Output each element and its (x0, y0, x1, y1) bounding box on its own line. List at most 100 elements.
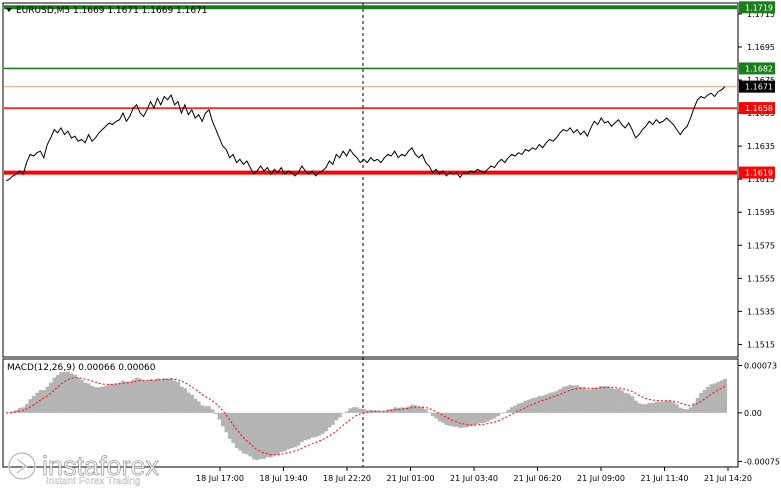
macd-histogram-bar (448, 413, 452, 426)
macd-histogram-bar (300, 413, 304, 442)
macd-histogram-bar (94, 387, 98, 413)
macd-histogram-bar (624, 393, 628, 413)
macd-histogram-bar (596, 387, 600, 412)
macd-histogram-bar (59, 372, 63, 413)
macd-histogram-bar (207, 406, 211, 413)
macd-histogram-bar (538, 396, 542, 413)
macd-histogram-bar (118, 383, 122, 413)
macd-histogram-bar (352, 407, 356, 413)
macd-histogram-bar (510, 407, 514, 413)
macd-histogram-bar (458, 413, 462, 428)
macd-histogram-bar (149, 379, 153, 413)
macd-histogram-bar (52, 378, 56, 413)
macd-histogram-bar (138, 379, 142, 413)
macd-histogram-bar (489, 413, 493, 420)
macd-histogram-bar (266, 413, 270, 457)
time-tick-label: 18 Jul 19:40 (260, 474, 308, 483)
macd-histogram-bar (345, 412, 349, 413)
macd-histogram-bar (434, 413, 438, 419)
macd-histogram-bar (111, 384, 115, 413)
price-tick-label: 1.1535 (747, 307, 775, 316)
macd-histogram-bar (586, 390, 590, 413)
macd-histogram-bar (613, 389, 617, 413)
macd-histogram-bar (156, 378, 160, 412)
macd-histogram-bar (338, 413, 342, 418)
macd-histogram-bar (562, 387, 566, 413)
macd-histogram-bar (654, 402, 658, 413)
macd-histogram-bar (114, 383, 118, 413)
macd-histogram-bar (190, 395, 194, 413)
macd-histogram-bar (679, 408, 683, 413)
price-tick-label: 1.1695 (747, 43, 775, 52)
macd-histogram-bar (273, 413, 277, 456)
macd-histogram-bar (166, 379, 170, 413)
macd-histogram-bar (648, 403, 652, 413)
macd-histogram-bar (431, 413, 435, 416)
macd-histogram-bar (482, 413, 486, 423)
macd-histogram-bar (703, 390, 707, 413)
macd-histogram-bar (200, 405, 204, 413)
macd-histogram-bar (252, 413, 256, 459)
macd-histogram-bar (675, 404, 679, 412)
macd-histogram-bar (359, 409, 363, 413)
time-tick-label: 18 Jul 17:00 (196, 474, 244, 483)
macd-histogram-bar (304, 413, 308, 440)
macd-histogram-bar (476, 413, 480, 424)
macd-histogram-bar (39, 390, 43, 413)
macd-histogram-bar (242, 413, 246, 454)
macd-histogram-bar (314, 413, 318, 437)
macd-histogram-bar (173, 381, 177, 413)
macd-histogram-bar (286, 413, 290, 450)
macd-histogram-bar (713, 383, 717, 412)
macd-histogram-bar (672, 402, 676, 413)
level-price-label: 1.1619 (745, 169, 773, 178)
macd-histogram-bar (331, 413, 335, 425)
macd-histogram-bar (665, 401, 669, 413)
macd-histogram-bar (169, 378, 173, 413)
macd-histogram-bar (400, 407, 404, 412)
macd-histogram-bar (606, 386, 610, 412)
macd-histogram-bar (407, 406, 411, 412)
macd-histogram-bar (634, 401, 638, 413)
macd-histogram-bar (235, 413, 239, 448)
macd-histogram-bar (28, 399, 32, 413)
macd-histogram-bar (362, 409, 366, 413)
macd-histogram-bar (710, 384, 714, 413)
macd-histogram-bar (49, 383, 53, 413)
macd-histogram-bar (396, 408, 400, 413)
macd-histogram-bar (534, 398, 538, 413)
macd-histogram-bar (159, 379, 163, 413)
macd-histogram-bar (128, 382, 132, 413)
macd-histogram-bar (77, 378, 81, 413)
macd-histogram-bar (180, 387, 184, 413)
macd-histogram-bar (56, 375, 60, 413)
macd-histogram-bar (125, 382, 129, 413)
macd-histogram-bar (42, 390, 46, 413)
macd-histogram-bar (548, 393, 552, 413)
macd-histogram-bar (335, 413, 339, 420)
macd-histogram-bar (723, 379, 727, 413)
time-tick-label: 18 Jul 22:20 (323, 474, 371, 483)
price-tick-label: 1.1515 (747, 340, 775, 349)
macd-histogram-bar (121, 381, 125, 413)
macd-histogram-bar (696, 398, 700, 413)
macd-histogram-bar (575, 385, 579, 413)
macd-histogram-bar (269, 413, 273, 457)
macd-tick-label: 0.00073 (744, 362, 777, 371)
macd-histogram-bar (231, 413, 235, 443)
macd-histogram-bar (290, 413, 294, 448)
macd-histogram-bar (417, 407, 421, 413)
macd-histogram-bar (410, 405, 414, 413)
macd-histogram-bar (685, 409, 689, 413)
macd-histogram-bar (176, 382, 180, 413)
macd-header: MACD(12,26,9) 0.00066 0.00060 (7, 363, 156, 373)
macd-histogram-bar (661, 402, 665, 413)
macd-histogram-bar (255, 413, 259, 460)
level-price-label: 1.1671 (745, 83, 773, 92)
macd-histogram-bar (142, 381, 146, 413)
macd-histogram-bar (469, 413, 473, 426)
macd-histogram-bar (211, 409, 215, 413)
macd-histogram-bar (692, 403, 696, 413)
